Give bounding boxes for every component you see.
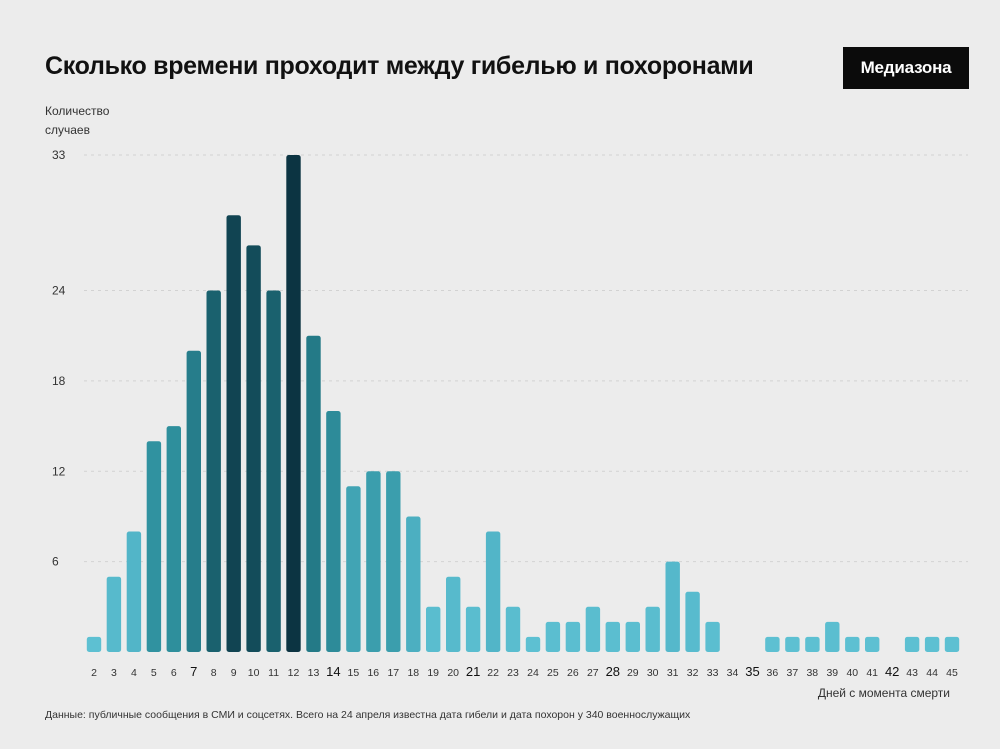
x-tick-label: 28 <box>606 664 620 679</box>
bar <box>166 426 181 652</box>
bar <box>206 290 221 652</box>
bar <box>865 636 880 652</box>
x-tick-label: 27 <box>587 667 599 679</box>
bar <box>625 621 640 652</box>
x-tick-label: 26 <box>567 667 579 679</box>
bar <box>785 636 800 652</box>
bars-group <box>86 155 960 652</box>
x-tick-label: 29 <box>627 667 639 679</box>
bar <box>605 621 620 652</box>
x-tick-label: 19 <box>427 667 439 679</box>
bar <box>106 576 122 652</box>
bar <box>765 636 780 652</box>
x-tick-label: 43 <box>906 667 918 679</box>
bar <box>705 621 720 652</box>
x-tick-label: 8 <box>211 667 217 679</box>
x-tick-label: 2 <box>91 667 97 679</box>
y-axis-label: Количество случаев <box>45 104 110 137</box>
bar <box>465 606 481 652</box>
x-tick-label: 42 <box>885 664 899 679</box>
x-tick-label: 35 <box>745 664 759 679</box>
bar <box>86 636 102 652</box>
x-tick-label: 17 <box>387 667 399 679</box>
x-tick-label: 18 <box>407 667 419 679</box>
y-tick-label: 33 <box>52 148 66 162</box>
bar <box>306 335 321 652</box>
chart-title: Сколько времени проходит между гибелью и… <box>45 52 754 80</box>
bar <box>585 606 601 652</box>
bar <box>645 606 660 652</box>
x-tick-label: 15 <box>348 667 360 679</box>
y-tick-label: 18 <box>52 374 66 388</box>
bar <box>944 636 960 652</box>
x-tick-label: 9 <box>231 667 237 679</box>
x-tick-label: 3 <box>111 667 117 679</box>
x-tick-label: 13 <box>308 667 320 679</box>
bar <box>565 621 581 652</box>
bar <box>186 350 201 652</box>
brand-logo[interactable]: Медиазона <box>843 47 969 89</box>
bar <box>226 215 241 652</box>
x-tick-label: 23 <box>507 667 519 679</box>
bar <box>426 606 441 652</box>
x-tick-label: 4 <box>131 667 137 679</box>
bar <box>545 621 561 652</box>
x-tick-label: 12 <box>288 667 300 679</box>
bar <box>346 486 361 652</box>
bar <box>246 245 261 652</box>
x-tick-label: 30 <box>647 667 659 679</box>
bar <box>366 471 381 652</box>
x-tick-label: 44 <box>926 667 938 679</box>
x-tick-label: 5 <box>151 667 157 679</box>
x-tick-label: 41 <box>866 667 878 679</box>
bar <box>665 561 680 652</box>
x-tick-label: 34 <box>727 667 739 679</box>
x-tick-label: 32 <box>687 667 699 679</box>
bar <box>904 636 920 652</box>
bar <box>845 636 860 652</box>
x-tick-label: 25 <box>547 667 559 679</box>
source-note: Данные: публичные сообщения в СМИ и соцс… <box>45 709 691 721</box>
x-axis-label: Дней с момента смерти <box>817 686 950 700</box>
bar <box>266 290 281 652</box>
x-tick-label: 6 <box>171 667 177 679</box>
x-tick-label: 37 <box>787 667 799 679</box>
x-tick-label: 45 <box>946 667 958 679</box>
x-tick-label: 33 <box>707 667 719 679</box>
bar <box>286 155 301 652</box>
x-tick-label: 10 <box>248 667 260 679</box>
bar <box>126 531 142 652</box>
x-ticks: 2 3 4 5 6 7 8 9 10 11 12 13 14 15 16 17 18 19 20 21 22 23 24 25… <box>91 664 958 679</box>
y-tick-label: 12 <box>52 464 66 478</box>
x-tick-label: 20 <box>447 667 459 679</box>
x-tick-label: 11 <box>268 667 279 679</box>
x-tick-label: 36 <box>767 667 779 679</box>
bar <box>525 636 541 652</box>
x-tick-label: 21 <box>466 664 480 679</box>
x-tick-label: 7 <box>190 664 197 679</box>
bar <box>685 591 700 652</box>
bar <box>825 621 840 652</box>
bar <box>146 441 162 652</box>
y-ticks: 6 12 18 24 33 <box>52 148 66 569</box>
bar <box>326 411 341 652</box>
bar <box>446 576 461 652</box>
x-tick-label: 38 <box>806 667 818 679</box>
x-tick-label: 22 <box>487 667 499 679</box>
y-tick-label: 24 <box>52 284 66 298</box>
x-tick-label: 14 <box>326 664 340 679</box>
bar <box>924 636 940 652</box>
bar <box>406 516 421 652</box>
bar <box>386 471 401 652</box>
y-tick-label: 6 <box>52 555 59 569</box>
bar <box>505 606 521 652</box>
x-tick-label: 39 <box>826 667 838 679</box>
x-tick-label: 31 <box>667 667 679 679</box>
x-tick-label: 40 <box>846 667 858 679</box>
x-tick-label: 16 <box>367 667 379 679</box>
bar <box>805 636 820 652</box>
x-tick-label: 24 <box>527 667 539 679</box>
bar <box>485 531 501 652</box>
